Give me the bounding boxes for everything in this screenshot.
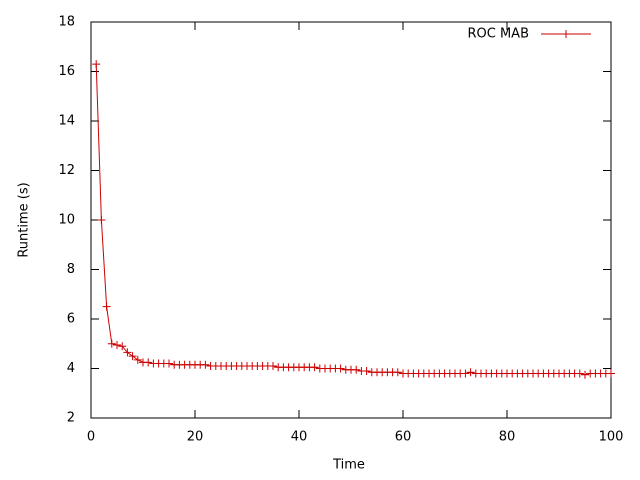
x-tick-label: 0 xyxy=(87,430,95,445)
data-point xyxy=(113,340,121,349)
x-tick-label: 100 xyxy=(599,430,624,445)
x-axis-label: Time xyxy=(332,458,365,473)
y-tick-label: 10 xyxy=(58,213,75,228)
data-point xyxy=(336,364,345,373)
data-point xyxy=(128,352,137,361)
data-point xyxy=(466,368,475,377)
data-point xyxy=(97,216,106,224)
y-tick-label: 16 xyxy=(58,64,75,79)
y-tick-label: 8 xyxy=(67,262,75,277)
y-tick-label: 14 xyxy=(58,114,75,129)
x-tick-label: 40 xyxy=(291,430,308,445)
data-point xyxy=(118,342,127,351)
data-point xyxy=(92,60,101,69)
y-tick-label: 12 xyxy=(58,163,75,178)
data-point xyxy=(144,358,153,367)
data-point xyxy=(102,302,111,311)
data-point xyxy=(461,369,470,378)
data-point xyxy=(581,370,589,379)
data-point xyxy=(107,339,116,348)
data-point xyxy=(269,362,277,371)
y-tick-label: 4 xyxy=(67,361,75,376)
y-tick-label: 6 xyxy=(67,312,75,327)
data-point xyxy=(165,359,173,368)
legend-marker xyxy=(562,30,570,38)
data-point xyxy=(393,368,402,377)
data-point xyxy=(575,369,584,378)
data-point xyxy=(352,365,361,374)
data-point xyxy=(607,369,615,378)
x-tick-label: 80 xyxy=(499,430,516,445)
x-tick-label: 60 xyxy=(395,430,412,445)
data-point xyxy=(362,366,371,375)
data-point xyxy=(201,360,210,369)
data-point xyxy=(310,363,319,372)
y-axis-label: Runtime (s) xyxy=(17,182,32,257)
y-tick-label: 2 xyxy=(67,411,75,426)
data-point xyxy=(123,348,132,357)
x-tick-label: 20 xyxy=(187,430,204,445)
y-tick-label: 18 xyxy=(58,15,75,30)
data-point xyxy=(133,355,142,364)
legend-label: ROC MAB xyxy=(467,27,529,42)
